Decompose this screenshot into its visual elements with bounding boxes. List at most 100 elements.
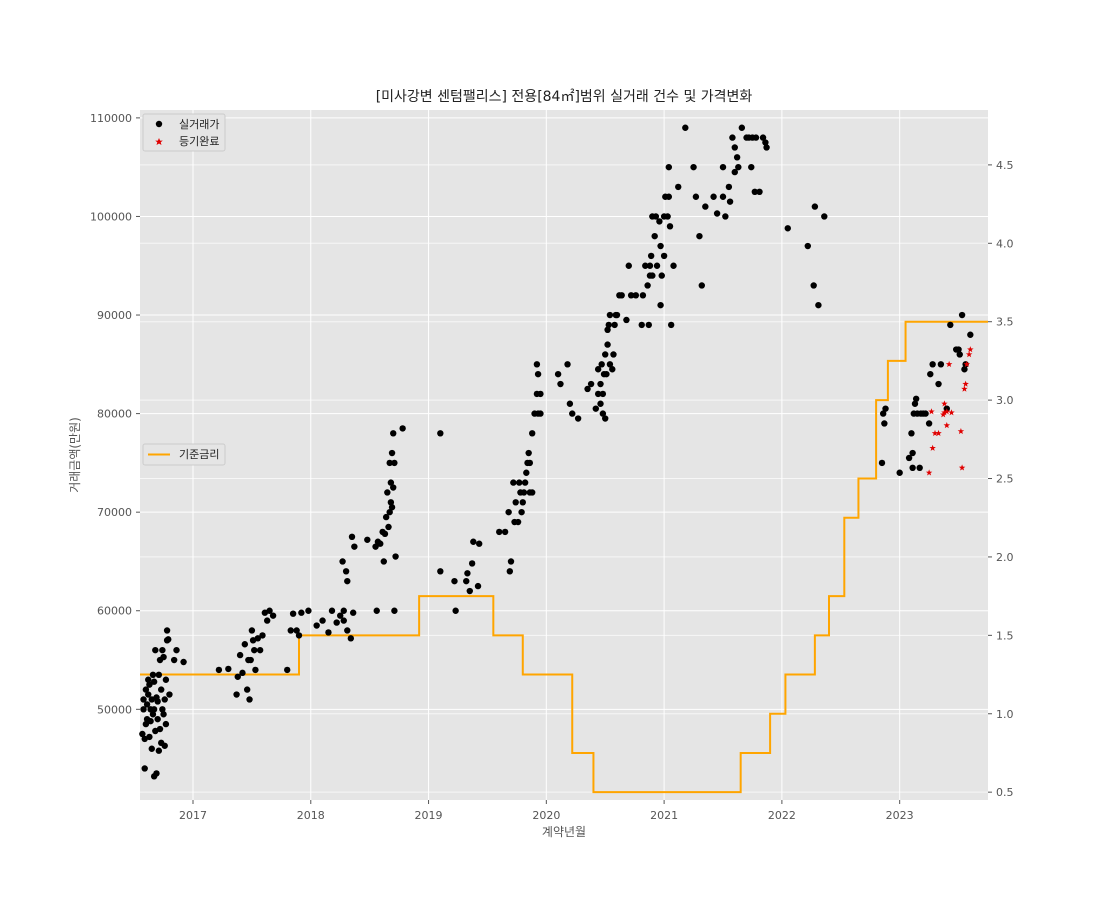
registered-point [965, 351, 973, 358]
registered-point [941, 409, 948, 416]
trade-point [392, 553, 399, 560]
trade-point [529, 430, 536, 437]
y-right-tick-label: 0.5 [996, 786, 1014, 799]
trade-point [587, 380, 595, 388]
trade-point [154, 715, 161, 723]
trade-point [349, 609, 357, 616]
trade-point [911, 400, 919, 407]
trade-point [666, 223, 674, 230]
trade-point [155, 747, 163, 754]
trade-point [713, 210, 721, 217]
trade-point [387, 479, 395, 486]
x-tick-label: 2022 [768, 809, 796, 822]
trade-point [451, 577, 458, 585]
trade-point [731, 144, 738, 151]
trade-point [287, 627, 294, 634]
trade-point [602, 351, 609, 358]
trade-point [170, 656, 178, 664]
trade-point [146, 681, 153, 688]
y-right-tick-label: 1.0 [996, 708, 1014, 721]
trade-point [476, 540, 483, 547]
trade-point [313, 622, 320, 629]
trade-point [155, 671, 163, 679]
trade-point [337, 612, 344, 619]
trade-point [225, 665, 232, 673]
trade-point [305, 607, 312, 614]
trade-point [731, 168, 738, 176]
trade-point [955, 346, 962, 353]
trade-point [804, 242, 811, 250]
trade-point [149, 671, 157, 679]
trade-point [675, 183, 682, 191]
trade-point [882, 405, 889, 412]
trade-point [670, 262, 677, 269]
trade-point [160, 653, 167, 661]
trade-point [150, 706, 158, 713]
trade-point [657, 242, 664, 250]
trade-point [373, 607, 380, 614]
trade-point [140, 696, 147, 703]
trade-point [293, 627, 300, 634]
trade-point [627, 292, 635, 299]
trade-point [388, 504, 396, 511]
trade-point [377, 540, 384, 547]
registered-point [925, 469, 933, 476]
trade-point [696, 232, 703, 240]
trade-point [519, 499, 526, 506]
trade-point [738, 124, 746, 131]
legend-label-trades: 실거래가 [179, 118, 219, 131]
y-tick-label: 60000 [97, 605, 132, 618]
trade-point [594, 390, 602, 398]
y-right-tick-label: 4.0 [996, 237, 1014, 250]
trade-point [251, 646, 258, 654]
trade-point [437, 430, 444, 437]
trade-point [470, 538, 477, 545]
trade-point [152, 646, 159, 654]
trade-point [599, 410, 607, 417]
trade-point [158, 686, 165, 693]
trade-point [452, 607, 459, 614]
trade-point [584, 385, 591, 393]
trade-point [660, 252, 668, 260]
trade-point [719, 163, 727, 171]
trade-point [264, 617, 271, 624]
trade-point [537, 410, 544, 417]
y-right-tick-label: 3.5 [996, 316, 1014, 329]
y-right-tick-label: 4.5 [996, 159, 1014, 172]
trade-point [925, 420, 933, 427]
trade-point [618, 292, 625, 299]
y-tick-label: 100000 [90, 210, 132, 223]
trade-point [759, 134, 767, 141]
trade-point [139, 730, 146, 738]
trade-point [710, 193, 717, 200]
trade-point [594, 366, 602, 373]
trade-point [557, 380, 564, 388]
trade-point [241, 641, 249, 648]
trade-point [390, 430, 397, 437]
registered-point [963, 360, 971, 368]
trade-point [466, 587, 473, 595]
y-tick-label: 90000 [97, 309, 132, 322]
trade-point [496, 528, 503, 536]
trade-point [298, 609, 305, 616]
points-layer [139, 124, 974, 780]
trade-point [149, 711, 157, 718]
y-tick-label: 110000 [90, 112, 132, 125]
trade-point [516, 479, 523, 486]
plot-background [140, 110, 988, 800]
y-right-tick-label: 2.5 [996, 473, 1014, 486]
trade-point [735, 163, 742, 171]
registered-point [931, 429, 939, 437]
trade-point [929, 361, 936, 368]
trade-point [518, 508, 525, 516]
legend-label-registered: 등기완료 [179, 135, 219, 148]
trade-point [390, 484, 397, 491]
trade-point [381, 530, 389, 538]
rate-layer [140, 320, 988, 794]
trade-point [351, 543, 358, 550]
trade-point [967, 331, 974, 338]
trade-point [611, 321, 618, 329]
trade-point [325, 629, 332, 636]
trade-point [344, 627, 351, 634]
trade-point [340, 607, 347, 614]
